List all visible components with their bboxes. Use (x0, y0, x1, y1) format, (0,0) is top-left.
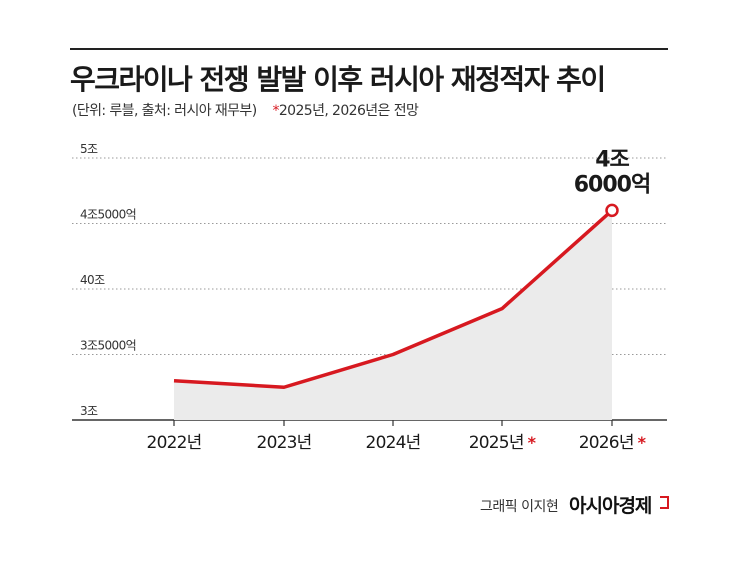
title-rule (70, 48, 668, 50)
x-tick-label: 2022년 (147, 433, 202, 453)
forecast-star-icon: * (638, 433, 647, 452)
x-tick-label: 2025년 * (469, 433, 537, 453)
data-label: 4조 (595, 147, 629, 172)
x-tick-label: 2023년 (257, 433, 312, 453)
y-tick-label: 3조5000억 (80, 339, 136, 353)
y-tick-label: 5조 (80, 142, 98, 156)
forecast-star-icon: * (272, 103, 279, 119)
forecast-star-icon: * (528, 433, 537, 452)
brand-mark-icon (660, 496, 669, 509)
chart-title: 우크라이나 전쟁 발발 이후 러시아 재정적자 추이 (70, 63, 606, 96)
y-tick-label: 3조 (80, 404, 98, 418)
x-tick-label: 2024년 (366, 433, 421, 453)
x-axis-labels: 2022년 2023년 2024년 2025년 * 2026년 * (147, 433, 648, 453)
graphic-credit: 그래픽 이지현 (480, 499, 559, 515)
data-label: 6000억 (574, 172, 650, 197)
brand-logo: 아시아경제 (569, 495, 652, 517)
data-point (605, 203, 619, 218)
x-ticks (173, 420, 613, 426)
area-fill (174, 210, 612, 420)
y-tick-label: 40조 (80, 273, 105, 287)
forecast-note: *2025년, 2026년은 전망 (272, 103, 418, 119)
data-points (173, 203, 619, 388)
unit-source-note: (단위: 루블, 출처: 러시아 재무부) (72, 103, 257, 119)
chart-subtitle: (단위: 루블, 출처: 러시아 재무부) *2025년, 2026년은 전망 (72, 100, 419, 120)
y-tick-label: 4조5000억 (80, 208, 136, 222)
forecast-note-text: 2025년, 2026년은 전망 (278, 103, 419, 119)
x-tick-label: 2026년 * (579, 433, 647, 453)
y-axis-labels: 5조 4조5000억 40조 3조5000억 3조 (80, 142, 137, 418)
